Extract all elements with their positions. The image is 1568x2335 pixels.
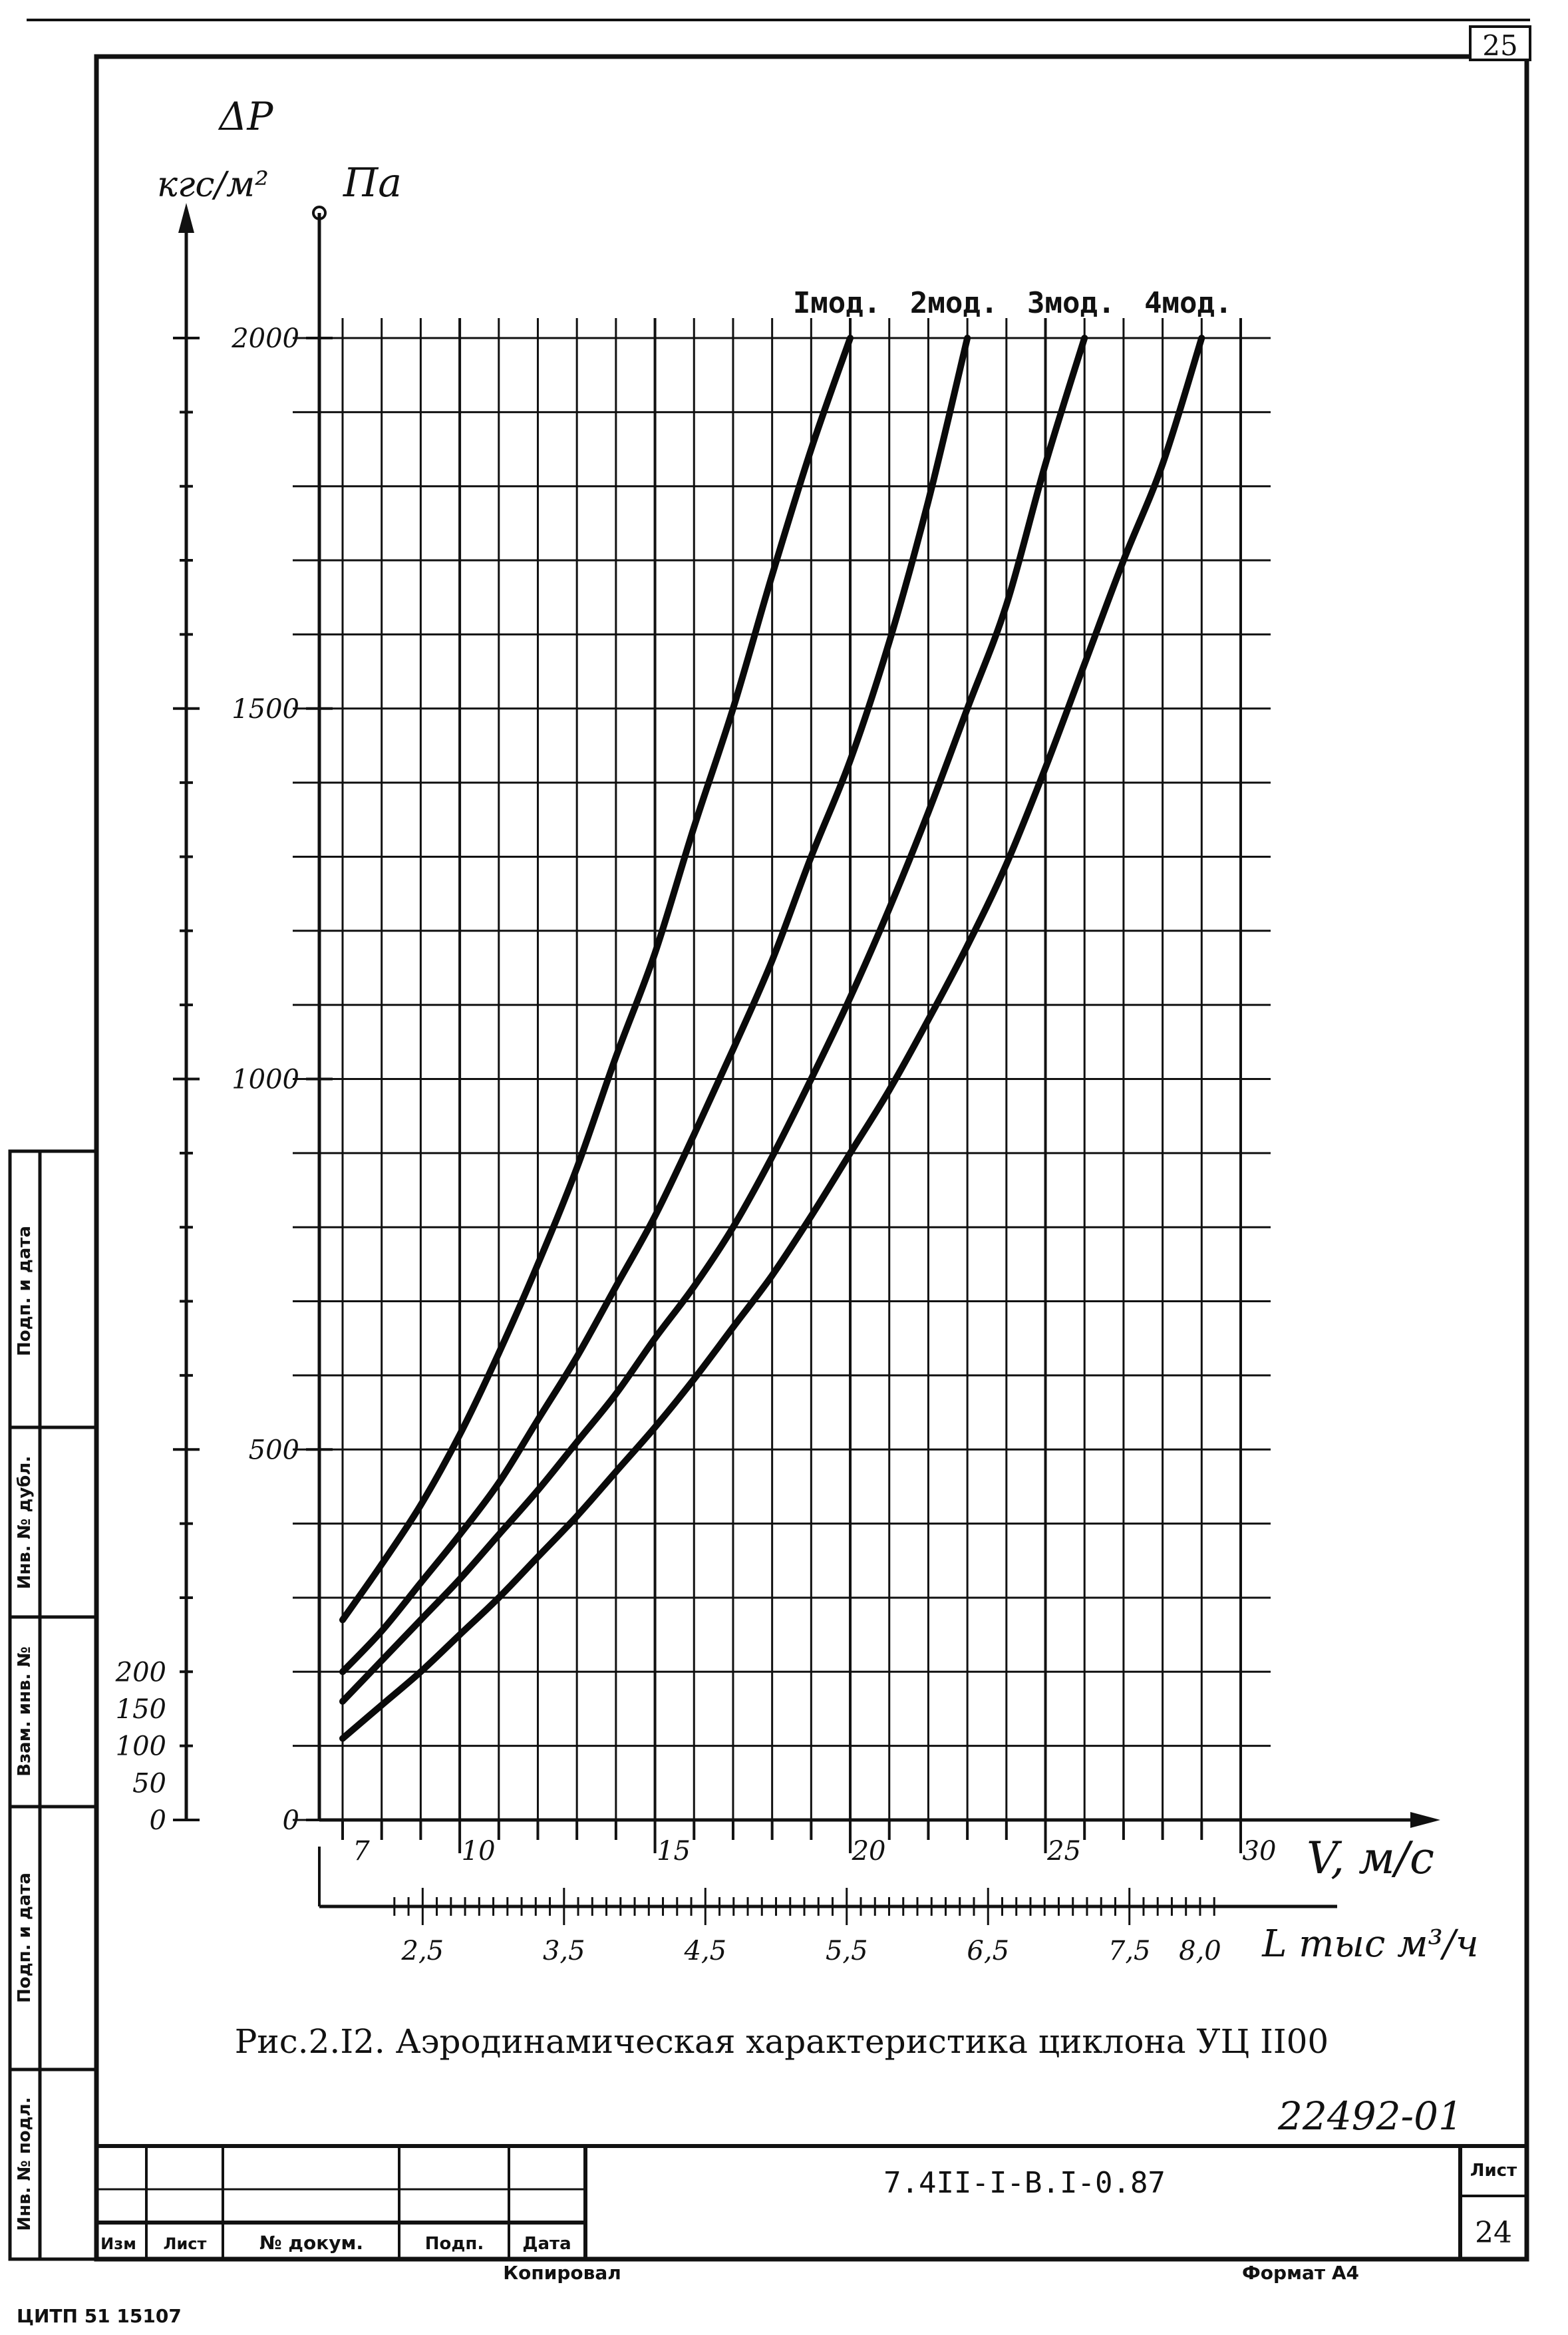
x-axis-arrow [1410,1812,1440,1828]
col-date: Дата [522,2234,571,2254]
y-unit-right: Па [343,160,402,206]
doc-number: 22492-01 [1277,2093,1463,2139]
x2-tick-label: 2,5 [401,1936,444,1966]
side-inv-dubl: Инв. № дубл. [15,1456,35,1589]
series-label-2: 2мод. [910,286,998,320]
y-left-tick-label: 200 [115,1657,166,1688]
x-tick-label: 7 [353,1836,370,1867]
y-right-tick-label: 2000 [231,323,299,354]
footer-stamp: ЦИТП 51 15107 [17,2305,182,2327]
col-izm: Изм [100,2235,136,2253]
y-symbol: ΔP [218,94,274,139]
y-right-tick-label: 1000 [232,1065,299,1095]
sheet-number: 24 [1475,2216,1512,2250]
doc-code: 7.4II-I-B.I-0.87 [883,2166,1166,2200]
title-block: Изм Лист № докум. Подп. Дата 7.4II-I-B.I… [96,2144,1527,2284]
format-label: Формат А4 [1242,2262,1359,2284]
tick-labels: Iмод. 2мод. 3мод. 4мод.05010015020005001000… [115,286,1277,1966]
x-tick-label: 30 [1243,1836,1277,1867]
grid-vertical-lines [341,318,1242,1820]
x2-tick-label: 6,5 [967,1936,1009,1966]
curves [339,335,1205,1742]
x2-tick-label: 7,5 [1108,1936,1151,1966]
col-doc: № докум. [259,2232,363,2254]
y-left-tick-label: 150 [116,1694,166,1725]
x-tick-label: 25 [1046,1836,1081,1867]
side-vzam-inv: Взам. инв. № [15,1646,35,1777]
y-unit-left: кгс/м² [157,165,269,205]
x2-axis-label: L тыс м³/ч [1261,1922,1478,1966]
page-number: 25 [1482,29,1517,62]
x-tick-label: 15 [657,1836,691,1867]
pressure-chart: Iмод. 2мод. 3мод. 4мод.05010015020005001000… [115,203,1440,1966]
x2-tick-label: 4,5 [683,1936,726,1966]
x-tick-label: 10 [462,1836,496,1867]
side-sign-date-2: Подп. и дата [15,1873,35,2003]
y-left-axis-arrow [178,203,194,233]
col-list: Лист [164,2235,207,2253]
sheet-label: Лист [1470,2161,1517,2181]
y-right-tick-label: 500 [249,1435,299,1465]
curve-4-mod [339,335,1205,1742]
page-number-box [1469,25,1531,61]
x2-tick-label: 3,5 [543,1936,585,1966]
grid-horizontal-lines [293,337,1271,1821]
y-right-tick-label: 1500 [232,694,299,725]
series-label-1: Iмод. [793,286,881,320]
axes [173,203,1440,1925]
curve-1-mod [339,335,854,1624]
x2-tick-label: 5,5 [826,1936,868,1966]
y-left-tick-label: 50 [132,1768,166,1799]
series-label-4: 4мод. [1144,286,1232,320]
x-tick-label: 20 [852,1836,886,1867]
y-right-tick-label: 0 [283,1805,299,1836]
x-axis-label: V, м/с [1307,1833,1434,1884]
curve-3-mod [339,335,1088,1705]
side-sign-date: Подп. и дата [15,1226,35,1356]
y-right-axis-cap [312,206,327,220]
side-stamp: Подп. и дата Инв. № дубл. Взам. инв. № П… [8,1149,98,2261]
col-sign: Подп. [425,2234,484,2254]
side-inv-podl: Инв. № подл. [15,2097,35,2231]
series-label-3: 3мод. [1027,286,1115,320]
x2-tick-label: 8,0 [1179,1936,1221,1966]
y-left-tick-label: 0 [150,1805,166,1836]
copied-label: Копировал [503,2262,621,2284]
chart-caption: Рис.2.I2. Аэродинамическая характеристик… [235,2022,1329,2061]
curve-2-mod [339,335,971,1676]
y-left-tick-label: 100 [116,1731,166,1762]
